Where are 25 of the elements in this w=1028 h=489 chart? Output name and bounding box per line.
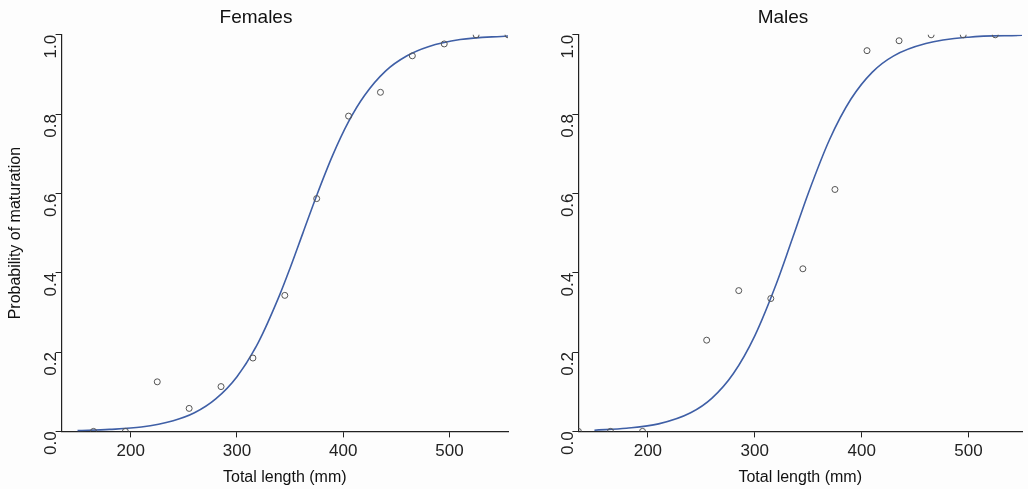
y-tick-label: 0.0 [558,431,578,456]
y-tick-label: 1.0 [558,34,578,59]
x-tick-label: 200 [633,441,663,461]
y-tick-label: 0.2 [558,352,578,376]
y-tick-label: 0.4 [558,272,578,297]
x-axis-title: Total length (mm) [223,467,347,485]
y-tick-label: 0.6 [558,193,578,218]
y-tick-label: 0.0 [41,431,61,456]
y-tick-label: 0.8 [41,114,61,138]
x-tick-label: 300 [740,441,769,461]
y-tick-label: 0.6 [41,193,61,218]
x-tick-label: 400 [847,441,876,461]
x-tick-label: 300 [222,441,252,461]
y-tick-label: 0.4 [41,272,61,297]
x-tick-label: 200 [116,441,145,461]
x-tick-label: 400 [329,441,358,461]
y-axis-title: Probability of maturation [6,146,24,320]
x-axis-title: Total length (mm) [738,467,862,485]
x-tick-label: 500 [435,441,464,461]
y-tick-label: 0.8 [558,114,578,138]
y-tick-label: 0.2 [41,352,61,376]
chart-title: Males [757,5,809,27]
x-tick-label: 500 [954,441,983,461]
y-tick-label: 1.0 [41,34,61,59]
chart-title: Females [219,5,293,27]
